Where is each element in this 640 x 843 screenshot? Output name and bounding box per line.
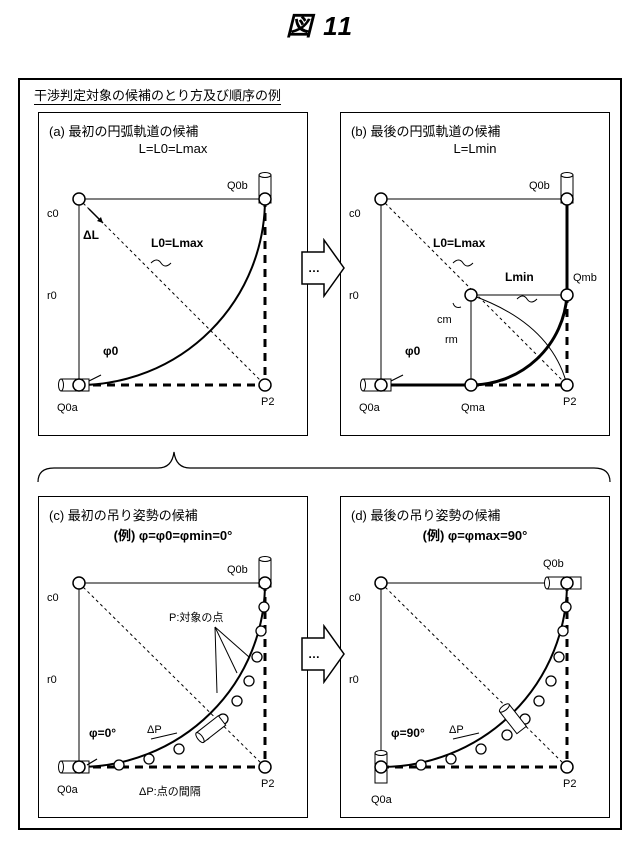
label-l0: L0=Lmax <box>151 236 204 250</box>
point-qmb <box>561 289 573 301</box>
label-rm: rm <box>445 334 458 346</box>
label-phi: φ=0° <box>89 726 116 740</box>
label-phi: φ0 <box>405 344 421 358</box>
label-c0: c0 <box>47 208 59 220</box>
label-r0: r0 <box>47 290 57 302</box>
label-p2: P2 <box>563 778 576 790</box>
label-r0: r0 <box>349 290 359 302</box>
target-points <box>114 602 269 770</box>
label-c0: c0 <box>349 592 361 604</box>
label-lmin: Lmin <box>505 270 534 284</box>
label-q0a: Q0a <box>371 794 393 806</box>
hook-mid <box>194 716 225 744</box>
label-p: P:対象の点 <box>169 610 223 624</box>
label-q0b: Q0b <box>543 558 564 570</box>
panel-b: (b) 最後の円弧軌道の候補 L=Lmin c0 r0 <box>340 112 610 436</box>
point-q0b <box>259 193 271 205</box>
label-p2: P2 <box>261 778 274 790</box>
label-q0b: Q0b <box>529 180 550 192</box>
panel-b-diagram: c0 r0 Q0a Q0b P2 L0=Lmax Lmin Qmb cm rm … <box>341 113 611 437</box>
phi-arrow <box>89 375 101 381</box>
arrow-a-to-b: … <box>300 238 346 298</box>
point-qma <box>465 379 477 391</box>
label-dp: ΔP <box>147 724 162 736</box>
point-p2 <box>259 379 271 391</box>
ellipsis-ab: … <box>308 261 320 275</box>
label-dp: ΔP <box>449 724 464 736</box>
panel-c: (c) 最初の吊り姿勢の候補 (例) φ=φ0=φmin=0° <box>38 496 308 818</box>
label-q0b: Q0b <box>227 180 248 192</box>
label-r0: r0 <box>47 674 57 686</box>
main-heading: 干渉判定対象の候補のとり方及び順序の例 <box>34 88 281 105</box>
label-phi: φ0 <box>103 344 119 358</box>
label-dp-note: ΔP:点の間隔 <box>139 785 201 798</box>
label-qmb: Qmb <box>573 272 597 284</box>
panel-c-diagram: c0 r0 Q0a Q0b P2 P:対象の点 ΔP φ=0° ΔP:点の間隔 <box>39 497 309 819</box>
label-delta-l: ΔL <box>83 228 99 242</box>
label-qma: Qma <box>461 402 486 414</box>
arrow-c-to-d: … <box>300 624 346 684</box>
point-cm <box>465 289 477 301</box>
label-p2: P2 <box>261 396 274 408</box>
label-r0: r0 <box>349 674 359 686</box>
label-q0a: Q0a <box>57 784 79 796</box>
label-c0: c0 <box>349 208 361 220</box>
figure-title: 図 11 <box>0 6 640 43</box>
panel-d: (d) 最後の吊り姿勢の候補 (例) φ=φmax=90° <box>340 496 610 818</box>
point-q0a <box>73 379 85 391</box>
label-l0: L0=Lmax <box>433 236 486 250</box>
panel-a-diagram: c0 r0 Q0a Q0b P2 ΔL L0=Lmax φ0 <box>39 113 309 437</box>
label-q0b: Q0b <box>227 564 248 576</box>
panel-d-diagram: c0 r0 Q0a Q0b P2 ΔP φ=90° <box>341 497 611 819</box>
leader-l0 <box>151 260 171 266</box>
ellipsis-cd: … <box>308 647 320 661</box>
point-c0 <box>73 193 85 205</box>
panel-a: (a) 最初の円弧軌道の候補 L=L0=Lmax c0 r0 Q0a Q0b P… <box>38 112 308 436</box>
label-phi: φ=90° <box>391 726 425 740</box>
label-cm: cm <box>437 314 452 326</box>
label-q0a: Q0a <box>57 402 79 414</box>
arc-min <box>471 295 567 385</box>
label-p2: P2 <box>563 396 576 408</box>
label-q0a: Q0a <box>359 402 381 414</box>
label-c0: c0 <box>47 592 59 604</box>
brace <box>34 446 614 486</box>
